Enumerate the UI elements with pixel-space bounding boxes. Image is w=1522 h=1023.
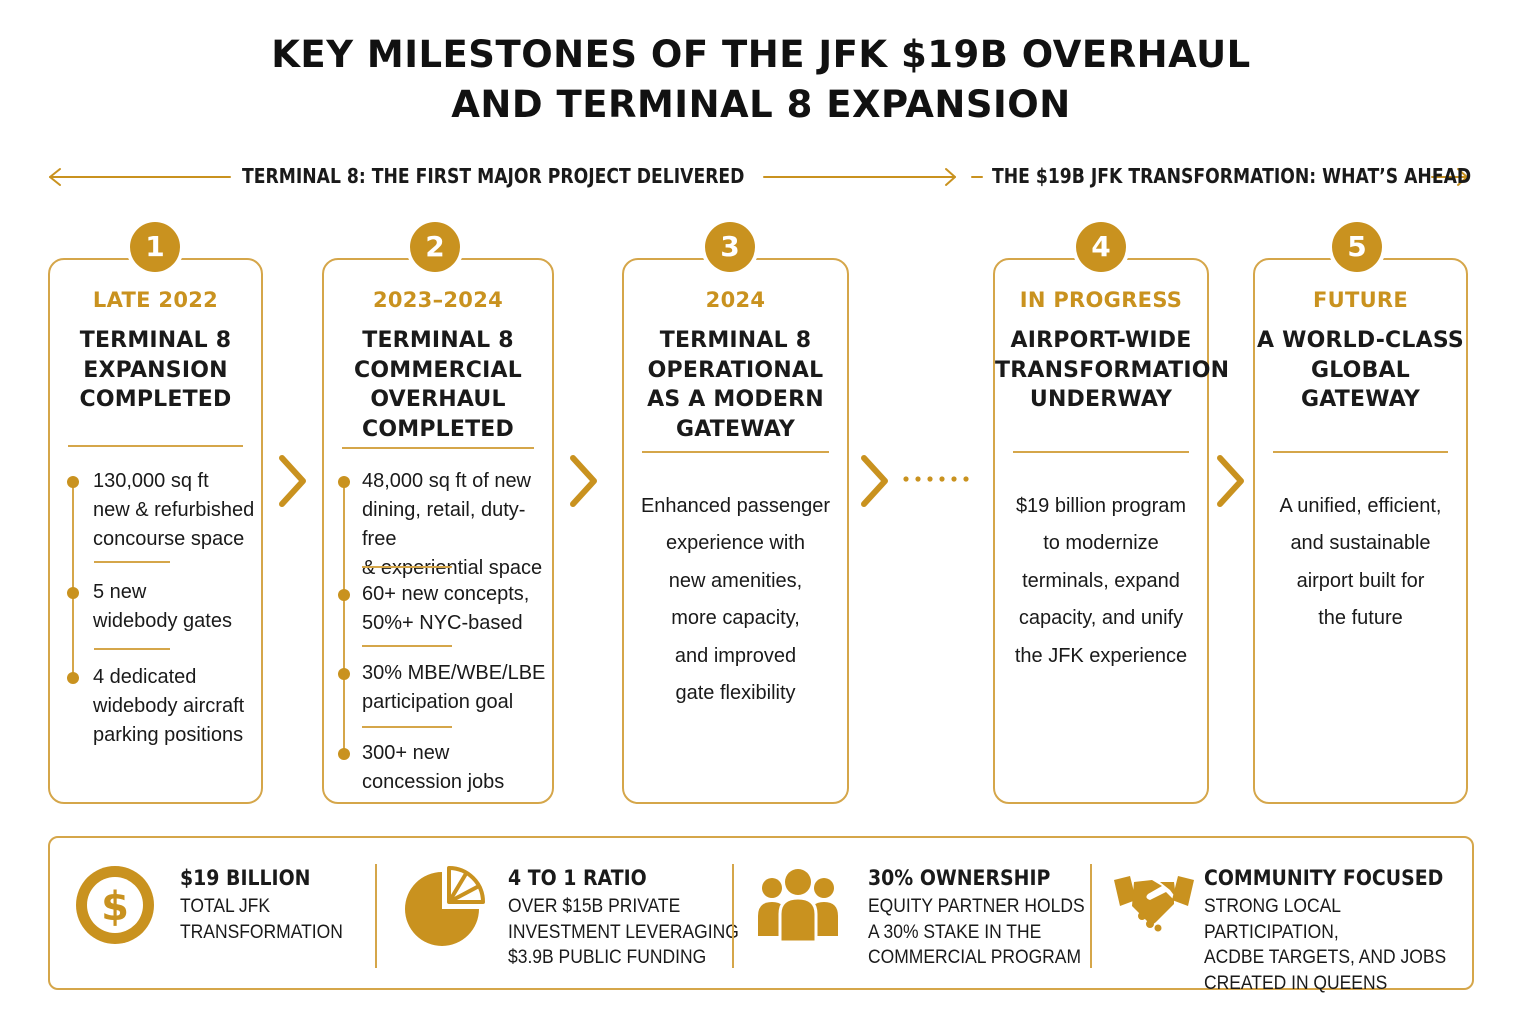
page-title: KEY MILESTONES OF THE JFK $19B OVERHAUL …: [0, 30, 1522, 130]
milestone-number-badge: 2: [410, 222, 460, 272]
stat-description: EQUITY PARTNER HOLDS A 30% STAKE IN THE …: [868, 896, 1085, 968]
chevron-right-icon: [279, 455, 306, 507]
title-line-1: KEY MILESTONES OF THE JFK $19B OVERHAUL: [271, 33, 1251, 76]
bullet-text: 60+ new concepts, 50%+ NYC-based: [362, 583, 530, 634]
chevron-right-icon: [861, 455, 888, 507]
milestone-number-badge: 4: [1076, 222, 1126, 272]
milestone-card-4: IN PROGRESS AIRPORT-WIDE TRANSFORMATION …: [993, 258, 1230, 804]
stats-bar: $ $19 BILLION TOTAL JFK TRANSFORMATION 4…: [48, 836, 1474, 994]
divider: [362, 726, 452, 728]
milestone-heading: TERMINAL 8 COMMERCIAL OVERHAUL COMPLETED: [354, 328, 522, 442]
handshake-icon: [1114, 876, 1194, 932]
milestone-date: IN PROGRESS: [1019, 288, 1183, 312]
milestone-date: 2023–2024: [372, 288, 504, 312]
milestone-date: LATE 2022: [92, 288, 219, 312]
milestone-heading: A WORLD-CLASS GLOBAL GATEWAY: [1257, 328, 1464, 412]
divider: [732, 864, 734, 968]
stat-title: 4 TO 1 RATIO: [508, 866, 647, 890]
divider: [362, 566, 452, 568]
milestone-heading: TERMINAL 8 EXPANSION COMPLETED: [79, 328, 232, 412]
bullet-connector: [72, 482, 74, 678]
divider: [94, 561, 170, 563]
milestone-date: 2024: [705, 288, 766, 312]
divider: [362, 645, 452, 647]
bullet-text: 5 new widebody gates: [93, 581, 232, 632]
bullet-text: 300+ new concession jobs: [362, 742, 505, 793]
dollar-coin-icon: $: [76, 866, 154, 944]
phase-arrows: [49, 168, 1468, 186]
bullet-dot: [338, 476, 350, 488]
stat-title: COMMUNITY FOCUSED: [1204, 866, 1444, 890]
stat-description: TOTAL JFK TRANSFORMATION: [180, 896, 343, 943]
milestone-card-1: LATE 2022 TERMINAL 8 EXPANSION COMPLETED…: [48, 258, 263, 804]
milestone-description: Enhanced passenger experience with new a…: [640, 495, 831, 705]
stat-title: 30% OWNERSHIP: [868, 866, 1051, 890]
title-line-2: AND TERMINAL 8 EXPANSION: [451, 83, 1071, 126]
divider: [375, 864, 377, 968]
milestone-heading: TERMINAL 8 OPERATIONAL AS A MODERN GATEW…: [647, 328, 824, 442]
bullet-dot: [67, 587, 79, 599]
phase-label-delivered: TERMINAL 8: THE FIRST MAJOR PROJECT DELI…: [242, 164, 745, 188]
svg-text:$: $: [101, 884, 129, 930]
divider: [1273, 451, 1448, 453]
milestone-description: A unified, efficient, and sustainable ai…: [1279, 495, 1442, 630]
chevron-right-icon: [570, 455, 597, 507]
milestone-card-5: FUTURE A WORLD-CLASS GLOBAL GATEWAY A un…: [1253, 258, 1468, 804]
stat-description: OVER $15B PRIVATE INVESTMENT LEVERAGING …: [508, 896, 739, 968]
milestone-card-2: 2023–2024 TERMINAL 8 COMMERCIAL OVERHAUL…: [322, 258, 554, 804]
divider: [94, 648, 170, 650]
bullet-dot: [67, 476, 79, 488]
divider: [642, 451, 829, 453]
milestone-number-badge: 3: [705, 222, 755, 272]
chevron-right-icon: [1217, 455, 1244, 507]
bullet-connector: [343, 482, 345, 754]
bullet-text: 48,000 sq ft of new dining, retail, duty…: [362, 470, 543, 579]
bullet-text: 130,000 sq ft new & refurbished concours…: [93, 470, 255, 550]
people-group-icon: [758, 869, 838, 944]
divider: [1090, 864, 1092, 968]
milestone-number-badge: 5: [1332, 222, 1382, 272]
milestone-date: FUTURE: [1312, 288, 1409, 312]
divider: [68, 445, 243, 447]
stat-description: STRONG LOCAL PARTICIPATION, ACDBE TARGET…: [1204, 896, 1447, 994]
phase-label-ahead: THE $19B JFK TRANSFORMATION: WHAT’S AHEA…: [992, 164, 1472, 188]
bullet-dot: [338, 668, 350, 680]
bullet-text: 30% MBE/WBE/LBE participation goal: [362, 662, 546, 713]
bullet-text: 4 dedicated widebody aircraft parking po…: [93, 666, 245, 746]
milestone-heading: AIRPORT-WIDE TRANSFORMATION UNDERWAY: [995, 328, 1230, 412]
bullet-dot: [338, 589, 350, 601]
milestone-number-badge: 1: [130, 222, 180, 272]
dotted-connector: [903, 476, 969, 482]
bullet-dot: [338, 748, 350, 760]
divider: [1013, 451, 1189, 453]
pie-chart-icon: [405, 866, 485, 946]
stat-title: $19 BILLION: [180, 866, 311, 890]
divider: [342, 447, 534, 449]
milestone-description: $19 billion program to modernize termina…: [1014, 495, 1188, 667]
bullet-dot: [67, 672, 79, 684]
milestone-card-3: 2024 TERMINAL 8 OPERATIONAL AS A MODERN …: [622, 258, 849, 804]
